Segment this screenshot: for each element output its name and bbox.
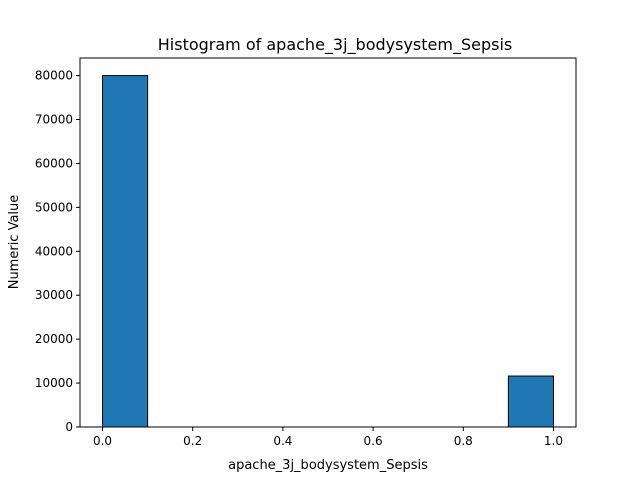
histogram-bar-9 xyxy=(507,375,554,428)
x-tick-label: 0.2 xyxy=(183,434,202,448)
y-ticks-group: 0 10000 20000 30000 40000 50000 60000 70000 8000… xyxy=(35,69,80,434)
x-tick-label: 0.8 xyxy=(454,434,473,448)
chart-title: Histogram of apache_3j_bodysystem_Sepsis xyxy=(158,35,512,55)
y-tick-label: 40000 xyxy=(35,244,73,258)
axes-group xyxy=(79,57,577,428)
histogram-bar-0 xyxy=(102,75,149,428)
x-tick-label: 1.0 xyxy=(544,434,563,448)
y-tick-label: 10000 xyxy=(35,376,73,390)
x-ticks-group: 0.0 0.2 0.4 0.6 0.8 1.0 xyxy=(93,427,563,448)
x-tick-label: 0.0 xyxy=(93,434,112,448)
y-tick-label: 70000 xyxy=(35,113,73,127)
plot-frame xyxy=(79,57,577,428)
y-tick-label: 80000 xyxy=(35,69,73,83)
y-tick-label: 20000 xyxy=(35,332,73,346)
y-tick-label: 50000 xyxy=(35,200,73,214)
x-tick-label: 0.4 xyxy=(273,434,292,448)
x-tick-label: 0.6 xyxy=(364,434,383,448)
y-tick-label: 0 xyxy=(65,420,73,434)
y-tick-label: 60000 xyxy=(35,156,73,170)
y-axis-label: Numeric Value xyxy=(7,195,22,290)
y-tick-label: 30000 xyxy=(35,288,73,302)
x-axis-label: apache_3j_bodysystem_Sepsis xyxy=(228,458,428,473)
bars-group xyxy=(102,75,554,428)
